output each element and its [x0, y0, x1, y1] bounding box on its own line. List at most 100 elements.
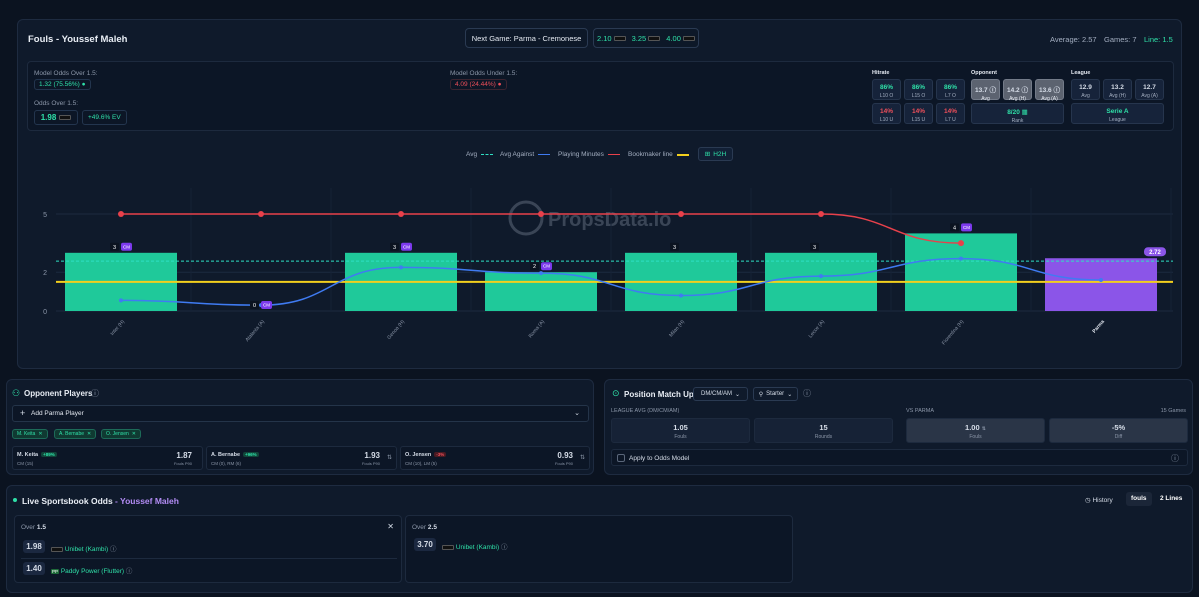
h2h-button[interactable]: ⊞ H2H: [698, 147, 733, 161]
bookmaker-icon: [51, 546, 63, 552]
league-tile: 12.7 Avg (A): [1135, 79, 1164, 100]
apply-odds-model-row[interactable]: Apply to Odds Model ⓘ: [611, 449, 1188, 466]
fouls-toggle[interactable]: fouls: [1126, 492, 1152, 506]
info-icon[interactable]: ⓘ: [1171, 454, 1179, 463]
value-label: 4: [953, 225, 956, 231]
average-stat: Average: 2.57: [1050, 35, 1097, 44]
bookmaker-row[interactable]: PP Paddy Power (Flutter) ⓘ: [51, 568, 133, 575]
close-icon[interactable]: ✕: [387, 522, 394, 531]
fouls-panel: Fouls - Youssef Maleh Next Game: Parma -…: [17, 19, 1182, 369]
league-fouls-stat: 1.05 Fouls: [611, 418, 750, 443]
stats-icon: ⇅: [579, 455, 585, 461]
player-card[interactable]: A. Bernabe +96% CM (0), RM (6) 1.93 Fouls…: [206, 446, 397, 470]
match-odds-group[interactable]: 2.10 3.25 4.00: [593, 28, 699, 48]
stats-icon: ⇅: [386, 455, 392, 461]
fouls-chart: PropsData.io 0 2 5 3 CM 0 CM 3 CM 2 CM 3 3 4 CM 2.72: [43, 188, 1173, 316]
y-tick-label: 0: [43, 309, 47, 316]
player-position: CM (10), LM (5): [405, 461, 437, 466]
avg-against-point: [399, 265, 403, 270]
legend-playing-minutes[interactable]: Playing Minutes: [558, 151, 620, 158]
ev-badge: +49.6% EV: [82, 110, 127, 125]
vs-label: VS PARMA: [906, 408, 935, 414]
avg-against-point: [959, 256, 963, 261]
playing-minutes-point: [398, 211, 404, 217]
player-value: 1.93: [364, 451, 380, 460]
player-card[interactable]: M. Keita +89% CM (15) 1.87 Fouls P90: [12, 446, 203, 470]
hitrate-title: Hitrate: [872, 70, 890, 76]
position-tag: CM: [263, 303, 270, 308]
close-icon[interactable]: ✕: [131, 431, 136, 437]
odds-value: 1.98: [23, 540, 45, 553]
avg-against-point: [819, 274, 823, 279]
odds-over-label: Odds Over 1.5:: [34, 100, 79, 107]
player-chip[interactable]: O. Jensen ✕: [101, 429, 141, 439]
plus-icon: +: [20, 408, 26, 418]
odds-value: 3.70: [414, 538, 436, 551]
odds-home: 2.10: [597, 34, 626, 43]
value-label-bg: [670, 242, 679, 251]
table-icon: ▦: [1021, 109, 1028, 116]
player-card[interactable]: O. Jensen -3% CM (10), LM (5) 0.93 Fouls …: [400, 446, 590, 470]
opponent-tile[interactable]: 14.2 ⓘ Avg (H): [1003, 79, 1032, 102]
playing-minutes-point: [258, 211, 264, 217]
info-icon: ⓘ: [125, 568, 133, 575]
watermark-text: PropsData.io: [548, 209, 671, 231]
position-select[interactable]: DM/CM/AM ⌄: [693, 387, 748, 401]
bookmaker-row[interactable]: Unibet (Kambi) ⓘ: [51, 543, 116, 553]
close-icon[interactable]: ✕: [87, 431, 92, 437]
paddy-power-icon: PP: [51, 569, 60, 574]
avg-against-point: [1099, 277, 1103, 282]
position-tag: CM: [123, 244, 130, 249]
legend-avg-against[interactable]: Avg Against: [500, 151, 551, 158]
history-button[interactable]: ◷ History: [1085, 497, 1113, 504]
model-over-value: 1.32 (75.56%) ●: [34, 79, 91, 90]
odds-value: 1.40: [23, 562, 45, 575]
filter-icon: ⚲: [758, 391, 764, 398]
live-odds-title: Live Sportsbook Odds: [22, 496, 113, 506]
bookmaker-row[interactable]: Unibet (Kambi) ⓘ: [442, 541, 507, 551]
avg-against-point: [679, 293, 683, 298]
player-name: O. Jensen -3%: [405, 452, 447, 458]
value-label-bg: [390, 242, 399, 251]
value-label-bg: [530, 262, 539, 271]
value-label-bg: [250, 301, 259, 309]
position-tag-bg: [961, 223, 972, 232]
bar: [1045, 258, 1157, 311]
info-icon: ⓘ: [500, 544, 508, 551]
lines-toggle[interactable]: 2 Lines: [1160, 495, 1183, 502]
opponent-tile[interactable]: 13.6 ⓘ Avg (A): [1035, 79, 1064, 102]
position-matchup-panel: ⊙ Position Match Up DM/CM/AM ⌄ ⚲ Starter ⌄ …: [604, 379, 1193, 475]
position-tag: CM: [963, 225, 970, 230]
value-label: 3: [393, 245, 396, 251]
next-game-label: Next Game: Parma - Cremonese: [471, 33, 582, 43]
info-icon[interactable]: ⓘ: [91, 389, 99, 398]
position-tag-bg: [261, 301, 272, 309]
opponent-players-title: Opponent Players: [24, 389, 93, 398]
next-game-button[interactable]: Next Game: Parma - Cremonese: [465, 28, 588, 48]
starter-select[interactable]: ⚲ Starter ⌄: [753, 387, 798, 401]
playing-minutes-point: [818, 211, 824, 217]
position-title: Position Match Up: [624, 390, 694, 399]
apply-checkbox[interactable]: [617, 454, 625, 462]
over-line-label: Over 2.5: [412, 524, 437, 531]
legend-avg[interactable]: Avg: [466, 151, 494, 158]
over-1-5-card: Over 1.5 ✕ 1.98 Unibet (Kambi) ⓘ 1.40 PP…: [14, 515, 402, 583]
position-tag: CM: [403, 244, 410, 249]
value-label-bg: [950, 223, 959, 232]
position-tag: CM: [543, 264, 550, 269]
add-player-dropdown[interactable]: + Add Parma Player ⌄: [12, 405, 589, 422]
over-2-5-card: Over 2.5 3.70 Unibet (Kambi) ⓘ: [405, 515, 793, 583]
divider: [21, 558, 397, 559]
player-value: 0.93: [557, 451, 573, 460]
player-chip[interactable]: A. Bernabe ✕: [54, 429, 97, 439]
close-icon[interactable]: ✕: [38, 431, 43, 437]
avg-against-point: [119, 298, 123, 303]
player-name: M. Keita +89%: [17, 452, 57, 458]
hitrate-tile: 14% L10 U: [872, 103, 901, 124]
hitrate-tile: 86% L15 O: [904, 79, 933, 100]
opponent-tile[interactable]: 13.7 ⓘ Avg: [971, 79, 1000, 102]
legend-bookmaker-line[interactable]: Bookmaker line: [628, 151, 689, 158]
info-icon[interactable]: ⓘ: [803, 389, 811, 398]
player-chip[interactable]: M. Keita ✕: [12, 429, 48, 439]
info-icon: ⓘ: [989, 87, 996, 94]
